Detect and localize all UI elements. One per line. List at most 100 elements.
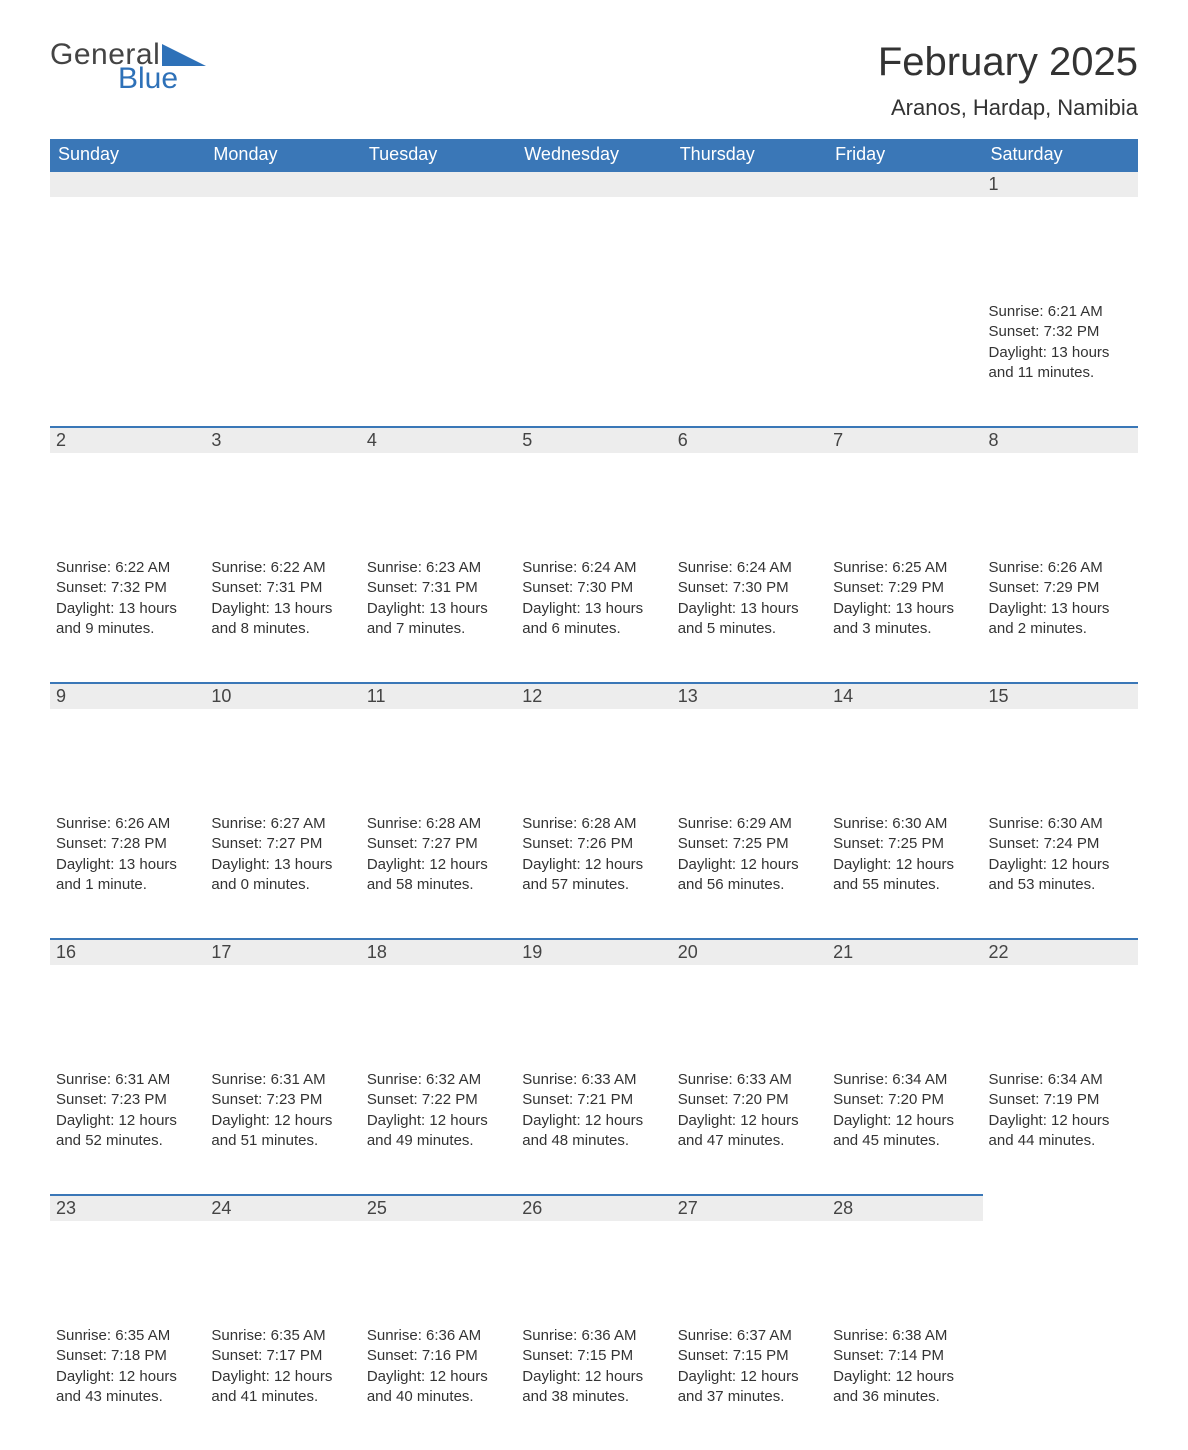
sunset-text: Sunset: 7:24 PM <box>989 834 1132 854</box>
day-number: 7 <box>827 426 982 453</box>
logo: General Blue <box>50 40 206 94</box>
day-number: 8 <box>983 426 1138 453</box>
day-cell: Sunrise: 6:36 AMSunset: 7:15 PMDaylight:… <box>516 1322 671 1425</box>
day-cell <box>827 298 982 320</box>
weekday-header: Saturday <box>983 139 1138 170</box>
sunrise-text: Sunrise: 6:26 AM <box>989 558 1132 578</box>
sunrise-text: Sunrise: 6:27 AM <box>211 814 354 834</box>
sunset-text: Sunset: 7:26 PM <box>522 834 665 854</box>
daylight-text: Daylight: 13 hours and 2 minutes. <box>989 599 1132 640</box>
weekday-header: Sunday <box>50 139 205 170</box>
daylight-text: Daylight: 13 hours and 7 minutes. <box>367 599 510 640</box>
sunrise-text: Sunrise: 6:23 AM <box>367 558 510 578</box>
sunset-text: Sunset: 7:32 PM <box>56 578 199 598</box>
sunrise-text: Sunrise: 6:37 AM <box>678 1326 821 1346</box>
daylight-text: Daylight: 13 hours and 6 minutes. <box>522 599 665 640</box>
sunrise-text: Sunrise: 6:31 AM <box>56 1070 199 1090</box>
sunset-text: Sunset: 7:22 PM <box>367 1090 510 1110</box>
daylight-text: Daylight: 13 hours and 1 minute. <box>56 855 199 896</box>
daylight-text: Daylight: 12 hours and 56 minutes. <box>678 855 821 896</box>
sunset-text: Sunset: 7:17 PM <box>211 1346 354 1366</box>
daylight-text: Daylight: 13 hours and 3 minutes. <box>833 599 976 640</box>
day-cell: Sunrise: 6:33 AMSunset: 7:20 PMDaylight:… <box>672 1066 827 1169</box>
day-number: 17 <box>205 938 360 965</box>
day-cell: Sunrise: 6:31 AMSunset: 7:23 PMDaylight:… <box>205 1066 360 1169</box>
logo-text-blue: Blue <box>118 64 206 94</box>
sunrise-text: Sunrise: 6:30 AM <box>989 814 1132 834</box>
day-cell: Sunrise: 6:30 AMSunset: 7:25 PMDaylight:… <box>827 810 982 913</box>
day-cell <box>50 298 205 320</box>
day-cell <box>983 1322 1138 1344</box>
day-cell: Sunrise: 6:26 AMSunset: 7:28 PMDaylight:… <box>50 810 205 913</box>
day-cell: Sunrise: 6:35 AMSunset: 7:18 PMDaylight:… <box>50 1322 205 1425</box>
sunset-text: Sunset: 7:31 PM <box>367 578 510 598</box>
sunrise-text: Sunrise: 6:26 AM <box>56 814 199 834</box>
sunrise-text: Sunrise: 6:24 AM <box>522 558 665 578</box>
daylight-text: Daylight: 13 hours and 8 minutes. <box>211 599 354 640</box>
daylight-text: Daylight: 12 hours and 58 minutes. <box>367 855 510 896</box>
daylight-text: Daylight: 12 hours and 55 minutes. <box>833 855 976 896</box>
sunrise-text: Sunrise: 6:33 AM <box>678 1070 821 1090</box>
day-number: 6 <box>672 426 827 453</box>
day-number: 14 <box>827 682 982 709</box>
sunrise-text: Sunrise: 6:33 AM <box>522 1070 665 1090</box>
sunset-text: Sunset: 7:15 PM <box>522 1346 665 1366</box>
sunset-text: Sunset: 7:25 PM <box>678 834 821 854</box>
sunrise-text: Sunrise: 6:22 AM <box>211 558 354 578</box>
day-number: 24 <box>205 1194 360 1221</box>
day-number: 1 <box>983 170 1138 197</box>
sunset-text: Sunset: 7:20 PM <box>833 1090 976 1110</box>
day-number <box>672 170 827 197</box>
sunrise-text: Sunrise: 6:29 AM <box>678 814 821 834</box>
sunrise-text: Sunrise: 6:35 AM <box>211 1326 354 1346</box>
sunset-text: Sunset: 7:27 PM <box>367 834 510 854</box>
day-cell: Sunrise: 6:24 AMSunset: 7:30 PMDaylight:… <box>516 554 671 657</box>
day-cell: Sunrise: 6:38 AMSunset: 7:14 PMDaylight:… <box>827 1322 982 1425</box>
day-number: 28 <box>827 1194 982 1221</box>
weekday-header: Wednesday <box>516 139 671 170</box>
day-cell: Sunrise: 6:21 AMSunset: 7:32 PMDaylight:… <box>983 298 1138 401</box>
sunrise-text: Sunrise: 6:34 AM <box>833 1070 976 1090</box>
daylight-text: Daylight: 13 hours and 11 minutes. <box>989 343 1132 384</box>
daylight-text: Daylight: 12 hours and 48 minutes. <box>522 1111 665 1152</box>
sunrise-text: Sunrise: 6:36 AM <box>367 1326 510 1346</box>
day-number: 12 <box>516 682 671 709</box>
sunrise-text: Sunrise: 6:25 AM <box>833 558 976 578</box>
title-block: February 2025 Aranos, Hardap, Namibia <box>878 40 1138 121</box>
day-cell: Sunrise: 6:32 AMSunset: 7:22 PMDaylight:… <box>361 1066 516 1169</box>
daylight-text: Daylight: 12 hours and 40 minutes. <box>367 1367 510 1408</box>
sunset-text: Sunset: 7:23 PM <box>56 1090 199 1110</box>
day-number <box>983 1194 1138 1219</box>
sunset-text: Sunset: 7:29 PM <box>989 578 1132 598</box>
weekday-header: Monday <box>205 139 360 170</box>
day-number <box>516 170 671 197</box>
sunset-text: Sunset: 7:32 PM <box>989 322 1132 342</box>
sunrise-text: Sunrise: 6:28 AM <box>367 814 510 834</box>
daylight-text: Daylight: 12 hours and 41 minutes. <box>211 1367 354 1408</box>
header: General Blue February 2025 Aranos, Harda… <box>50 40 1138 121</box>
daylight-text: Daylight: 12 hours and 57 minutes. <box>522 855 665 896</box>
day-number: 13 <box>672 682 827 709</box>
sunrise-text: Sunrise: 6:35 AM <box>56 1326 199 1346</box>
daylight-text: Daylight: 12 hours and 49 minutes. <box>367 1111 510 1152</box>
day-cell: Sunrise: 6:28 AMSunset: 7:26 PMDaylight:… <box>516 810 671 913</box>
weekday-header: Thursday <box>672 139 827 170</box>
day-number: 15 <box>983 682 1138 709</box>
sunrise-text: Sunrise: 6:24 AM <box>678 558 821 578</box>
day-number: 5 <box>516 426 671 453</box>
day-cell: Sunrise: 6:26 AMSunset: 7:29 PMDaylight:… <box>983 554 1138 657</box>
daylight-text: Daylight: 12 hours and 52 minutes. <box>56 1111 199 1152</box>
sunset-text: Sunset: 7:30 PM <box>522 578 665 598</box>
daylight-text: Daylight: 12 hours and 47 minutes. <box>678 1111 821 1152</box>
weekday-header: Friday <box>827 139 982 170</box>
day-cell: Sunrise: 6:34 AMSunset: 7:20 PMDaylight:… <box>827 1066 982 1169</box>
daylight-text: Daylight: 13 hours and 0 minutes. <box>211 855 354 896</box>
calendar-table: SundayMondayTuesdayWednesdayThursdayFrid… <box>50 139 1138 1450</box>
day-number <box>361 170 516 197</box>
day-number: 19 <box>516 938 671 965</box>
daylight-text: Daylight: 12 hours and 43 minutes. <box>56 1367 199 1408</box>
day-number: 25 <box>361 1194 516 1221</box>
sunrise-text: Sunrise: 6:21 AM <box>989 302 1132 322</box>
day-number: 9 <box>50 682 205 709</box>
daylight-text: Daylight: 12 hours and 36 minutes. <box>833 1367 976 1408</box>
